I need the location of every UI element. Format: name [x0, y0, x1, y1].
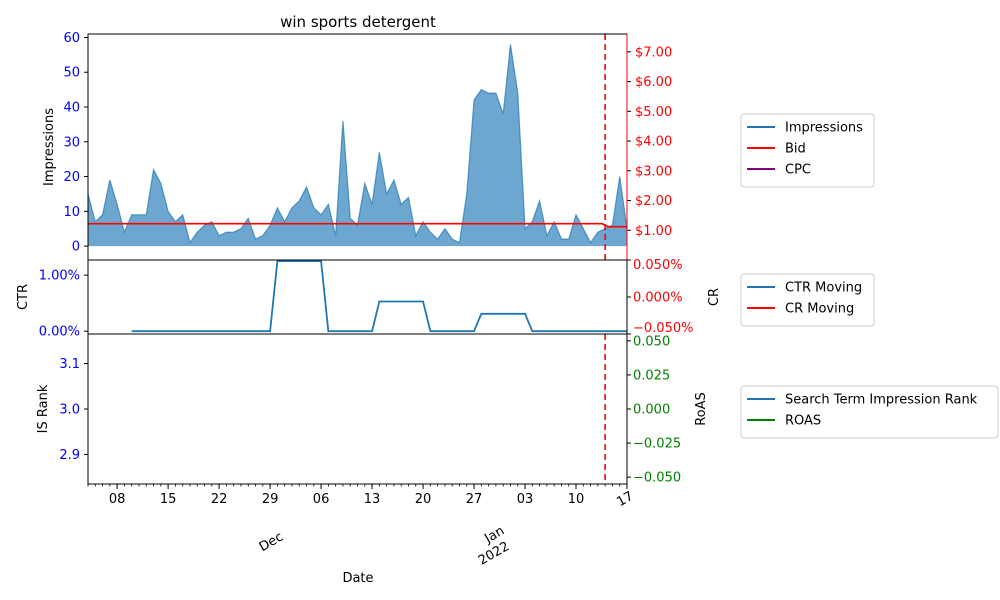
legend-label: Search Term Impression Rank: [785, 393, 978, 408]
panel-frame: [87, 333, 628, 485]
impressions-tick-label: 40: [63, 101, 80, 116]
legend-frame: [740, 385, 999, 439]
impressions-tick-label: 50: [63, 66, 80, 81]
legend-box: Search Term Impression Rank ROAS: [740, 385, 999, 439]
bid-tick-label: $2.00: [635, 194, 672, 209]
bid-tick-label: $5.00: [635, 105, 672, 120]
x-tick-label: 22: [211, 492, 228, 507]
ctr-tick-label: 0.00%: [39, 325, 80, 340]
x-axis: 08 15 22 29 06 13 20 27 03 10 17 Dec Jan2022: [87, 484, 636, 569]
x-tick-label: 20: [415, 492, 432, 507]
roas-tick-label: 0.025: [633, 368, 670, 383]
impressions-axis-label: Impressions: [42, 108, 57, 186]
roas-tick-label: −0.025: [633, 437, 681, 452]
chart-title: win sports detergent: [280, 13, 436, 31]
impressions-line: [87, 44, 628, 245]
x-month-label: Dec: [257, 530, 286, 556]
ctr-moving-line: [131, 260, 627, 333]
x-tick-label: 03: [517, 492, 534, 507]
panel-frame: [87, 259, 628, 335]
x-tick-label: 06: [313, 492, 330, 507]
legend-box: Impressions Bid CPC: [740, 113, 875, 188]
impressions-area: [88, 44, 627, 247]
legends: Impressions Bid CPC CTR Moving CR Moving Sear…: [740, 113, 999, 439]
impressions-tick-label: 60: [63, 31, 80, 46]
legend-box: CTR Moving CR Moving: [740, 273, 875, 327]
legend-label: Impressions: [785, 121, 863, 136]
legend-label: Bid: [785, 142, 806, 157]
bid-tick-label: $7.00: [635, 45, 672, 60]
cr-tick-label: 0.000%: [633, 291, 683, 306]
roas-axis-label: RoAS: [694, 392, 709, 426]
cr-tick-label: −0.050%: [633, 321, 693, 336]
bid-tick-label: $3.00: [635, 164, 672, 179]
x-month-label: Jan2022: [468, 523, 515, 568]
x-tick-label: 15: [160, 492, 177, 507]
x-tick-label: 10: [568, 492, 585, 507]
plot-panels: 0 10 20 30 40 50 60 $1.00 $2.00 $3.00 $4.00 $5.00 $6…: [16, 31, 722, 486]
legend-label: CPC: [785, 163, 811, 178]
ctr-tick-label: 1.00%: [39, 269, 80, 284]
x-tick-label: 27: [466, 492, 483, 507]
impressions-tick-label: 0: [72, 240, 80, 255]
impressions-tick-label: 20: [63, 170, 80, 185]
x-axis-label: Date: [342, 571, 373, 586]
rank-tick-label: 3.1: [59, 357, 80, 372]
x-tick-label: 17: [614, 489, 636, 510]
x-tick-label: 08: [109, 492, 126, 507]
x-tick-label: 29: [262, 492, 279, 507]
bid-tick-label: $1.00: [635, 224, 672, 239]
roas-tick-label: 0.050: [633, 334, 670, 349]
impressions-tick-label: 10: [63, 205, 80, 220]
bid-tick-label: $6.00: [635, 75, 672, 90]
rank-tick-label: 3.0: [59, 403, 80, 418]
rank-tick-label: 2.9: [59, 448, 80, 463]
ctr-axis-label: CTR: [16, 284, 31, 310]
bid-tick-label: $4.00: [635, 135, 672, 150]
cr-tick-label: 0.050%: [633, 258, 683, 273]
x-tick-label: 13: [364, 492, 381, 507]
roas-tick-label: −0.050: [633, 471, 681, 486]
roas-tick-label: 0.000: [633, 403, 670, 418]
impressions-tick-label: 30: [63, 135, 80, 150]
legend-label: CR Moving: [785, 302, 854, 317]
cr-axis-label: CR: [707, 288, 722, 306]
rank-axis-label: IS Rank: [36, 384, 51, 433]
legend-label: ROAS: [785, 414, 821, 429]
legend-label: CTR Moving: [785, 281, 862, 296]
